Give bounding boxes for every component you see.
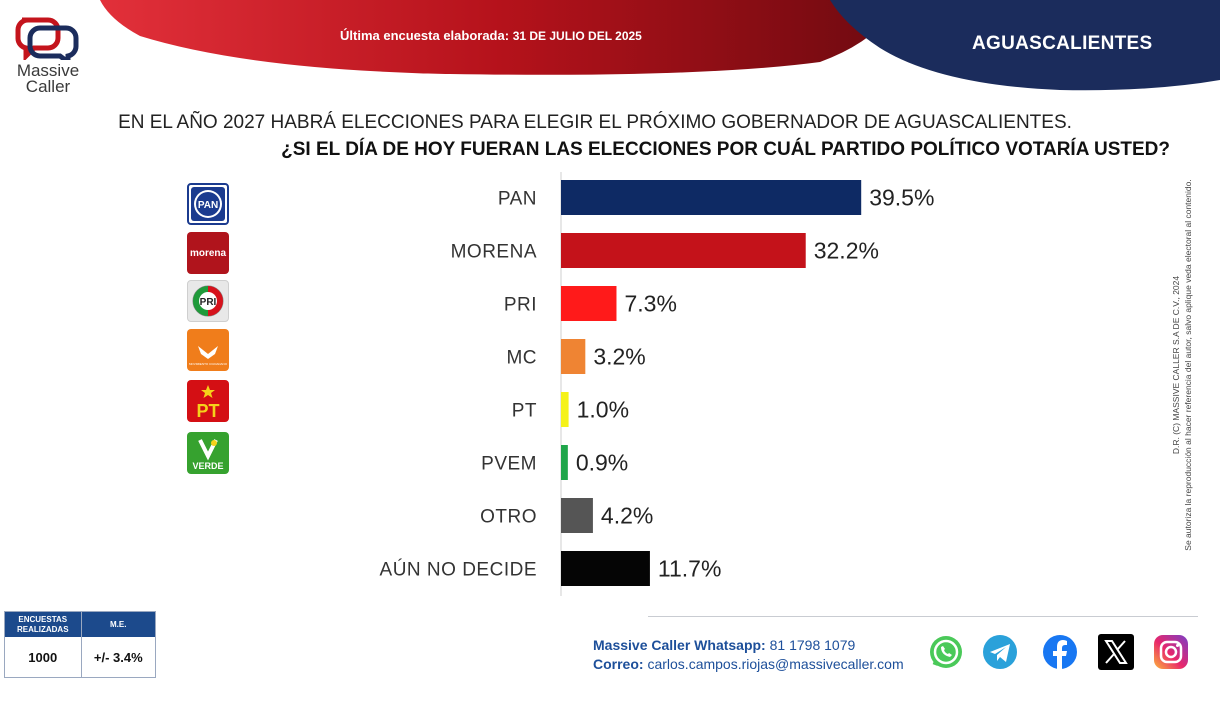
value-label: 0.9% xyxy=(576,450,628,476)
value-label: 1.0% xyxy=(577,397,629,423)
whatsapp-label: Massive Caller Whatsapp: xyxy=(593,637,766,653)
copyright-notice: D.R. (C) MASSIVE CALLER S.A DE C.V., 202… xyxy=(1170,135,1194,595)
banner-red-swoosh xyxy=(100,0,900,75)
pri-logo-text: PRI xyxy=(200,297,217,308)
banner-navy-shape xyxy=(830,0,1220,91)
pri-logo: PRI xyxy=(187,280,229,322)
morena-logo: morena xyxy=(187,232,229,274)
state-label: AGUASCALIENTES xyxy=(972,33,1153,54)
category-label: OTRO xyxy=(480,507,537,528)
bar xyxy=(561,445,568,480)
x-icon[interactable] xyxy=(1097,633,1135,671)
pan-logo: PAN xyxy=(187,183,229,225)
mc-logo: MOVIMIENTO CIUDADANO xyxy=(187,329,229,371)
bar xyxy=(561,180,862,215)
category-label: MC xyxy=(506,348,537,369)
logo-word-1: Massive xyxy=(16,61,80,80)
bar xyxy=(561,392,569,427)
category-label: PRI xyxy=(504,295,537,316)
bar xyxy=(561,286,617,321)
pvem-logo-text: VERDE xyxy=(192,461,223,471)
bar xyxy=(561,233,806,268)
bar xyxy=(561,498,593,533)
question-line-1: EN EL AÑO 2027 HABRÁ ELECCIONES PARA ELE… xyxy=(118,112,1072,133)
stats-header-margin: M.E. xyxy=(110,619,127,629)
category-label: PT xyxy=(512,401,537,422)
stats-header-row: ENCUESTAS REALIZADAS M.E. xyxy=(5,612,155,637)
survey-stats-table: ENCUESTAS REALIZADAS M.E. 1000 +/- 3.4% xyxy=(4,611,156,678)
morena-logo-text: morena xyxy=(190,248,227,259)
whatsapp-number[interactable]: 81 1798 1079 xyxy=(769,637,856,653)
email-label: Correo: xyxy=(593,656,644,672)
pt-logo-text: PT xyxy=(196,401,219,421)
question-line-2-text: ¿SI EL DÍA DE HOY FUERAN LAS ELECCIONES … xyxy=(281,139,1170,160)
category-label: MORENA xyxy=(451,242,537,263)
massive-caller-logo: Massive Caller xyxy=(8,12,88,102)
email-address[interactable]: carlos.campos.riojas@massivecaller.com xyxy=(647,656,904,672)
value-label: 7.3% xyxy=(624,291,676,317)
stats-surveys-value: 1000 xyxy=(5,637,82,677)
bar xyxy=(561,551,650,586)
survey-date-value: 31 DE JULIO DEL 2025 xyxy=(512,29,642,43)
logo-word-2: Caller xyxy=(25,77,71,96)
value-label: 11.7% xyxy=(658,556,722,582)
mc-logo-text: MOVIMIENTO CIUDADANO xyxy=(189,362,228,366)
pan-logo-text: PAN xyxy=(198,200,218,211)
pt-logo: PT xyxy=(187,380,229,422)
stats-margin-value: +/- 3.4% xyxy=(93,649,143,665)
survey-date: Última encuesta elaborada: 31 DE JULIO D… xyxy=(340,28,642,43)
survey-date-prefix: Última encuesta elaborada: xyxy=(340,28,510,43)
value-label: 3.2% xyxy=(593,344,645,370)
question-line-2: ¿SI EL DÍA DE HOY FUERAN LAS ELECCIONES … xyxy=(0,139,1170,161)
contact-info: Massive Caller Whatsapp: 81 1798 1079 Co… xyxy=(593,636,904,674)
instagram-icon[interactable] xyxy=(1152,633,1190,671)
telegram-icon[interactable] xyxy=(981,633,1019,671)
value-label: 39.5% xyxy=(869,185,934,211)
stats-header-surveys: ENCUESTAS REALIZADAS xyxy=(5,612,82,637)
category-label: AÚN NO DECIDE xyxy=(380,559,537,581)
header-banner xyxy=(100,0,1220,91)
pvem-logo: VERDE xyxy=(187,432,229,474)
contact-divider xyxy=(648,616,1198,617)
value-label: 4.2% xyxy=(601,503,653,529)
copyright-line-2: Se autoriza la reproducción al hacer ref… xyxy=(1183,179,1193,551)
category-label: PAN xyxy=(498,189,537,210)
whatsapp-icon[interactable] xyxy=(927,633,965,671)
stats-value-row: 1000 +/- 3.4% xyxy=(5,637,155,677)
value-label: 32.2% xyxy=(814,238,879,264)
copyright-line-1: D.R. (C) MASSIVE CALLER S.A DE C.V., 202… xyxy=(1171,275,1181,455)
facebook-icon[interactable] xyxy=(1041,633,1079,671)
category-label: PVEM xyxy=(481,454,537,475)
bar xyxy=(561,339,586,374)
